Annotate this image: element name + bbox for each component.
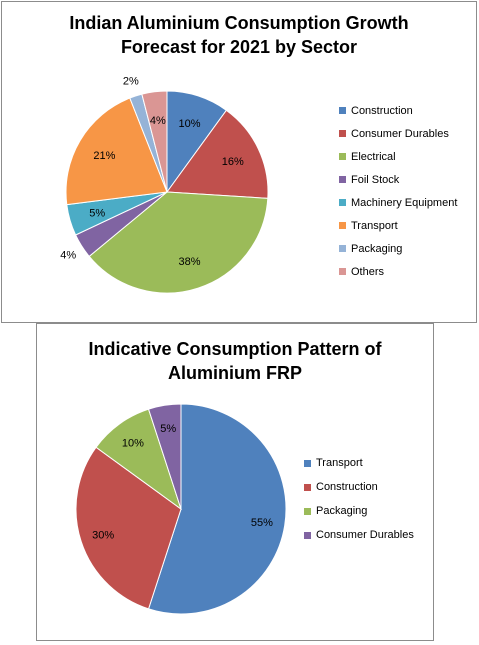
legend-swatch	[339, 176, 346, 183]
data-label-consumer-durables: 5%	[160, 423, 176, 435]
data-label-construction: 10%	[178, 118, 200, 130]
pie-slice-consumer-durables	[166, 109, 269, 199]
legend-label: Packaging	[316, 505, 368, 517]
pie-slice-transport	[65, 97, 168, 206]
legend-swatch	[304, 531, 311, 539]
pie-slice-construction	[75, 446, 182, 610]
legend-swatch	[304, 459, 311, 467]
legend-label: Others	[351, 265, 385, 278]
legend-label: Construction	[316, 481, 378, 493]
data-label-construction: 30%	[92, 529, 114, 541]
pie-slice-electrical	[88, 191, 269, 294]
legend-swatch	[339, 222, 346, 229]
legend-label: Transport	[351, 219, 398, 232]
chart-panel-sector-growth: Indian Aluminium Consumption Growth Fore…	[1, 1, 477, 323]
chart-panel-frp-pattern: Indicative Consumption Pattern of Alumin…	[36, 323, 434, 641]
legend-swatch	[339, 268, 346, 275]
pie-chart: 10% 16% 38% 4% 5% 21% 2% 4%	[60, 76, 269, 294]
chart-title-line-2: Aluminium FRP	[168, 363, 302, 383]
legend-swatch	[339, 130, 346, 137]
legend-item-transport: Transport	[339, 214, 457, 237]
legend-item-others: Others	[339, 260, 457, 283]
data-label-foil-stock: 4%	[60, 250, 76, 262]
legend-label: Packaging	[351, 242, 403, 255]
chart-title-line-1: Indicative Consumption Pattern of	[88, 339, 382, 359]
legend-item-construction: Construction	[339, 99, 457, 122]
data-label-transport: 55%	[251, 517, 273, 529]
legend-item-electrical: Electrical	[339, 145, 457, 168]
data-label-packaging: 10%	[122, 438, 144, 450]
chart-title: Indian Aluminium Consumption Growth Fore…	[2, 11, 476, 59]
pie-slice-transport	[147, 403, 287, 615]
legend-item-packaging: Packaging	[304, 499, 414, 523]
chart-legend: Transport Construction Packaging Consumer D…	[304, 451, 414, 547]
legend-label: Foil Stock	[351, 173, 400, 186]
legend-item-packaging: Packaging	[339, 237, 457, 260]
legend-swatch	[339, 245, 346, 252]
chart-legend: Construction Consumer Durables Electrical F…	[339, 99, 457, 283]
legend-label: Consumer Durables	[351, 127, 449, 140]
legend-label: Electrical	[351, 150, 396, 163]
chart-title-line-1: Indian Aluminium Consumption Growth	[69, 13, 409, 33]
data-label-packaging: 2%	[123, 76, 139, 88]
legend-swatch	[339, 107, 346, 114]
data-label-consumer-durables: 16%	[222, 156, 244, 168]
legend-item-transport: Transport	[304, 451, 414, 475]
legend-label: Consumer Durables	[316, 529, 414, 541]
legend-item-machinery-equipment: Machinery Equipment	[339, 191, 457, 214]
legend-label: Construction	[351, 104, 413, 117]
pie-slice-consumer-durables	[147, 403, 182, 510]
data-label-others: 4%	[150, 115, 166, 127]
legend-swatch	[339, 153, 346, 160]
legend-item-construction: Construction	[304, 475, 414, 499]
legend-swatch	[304, 483, 311, 491]
legend-item-foil-stock: Foil Stock	[339, 168, 457, 191]
chart-title: Indicative Consumption Pattern of Alumin…	[37, 337, 433, 385]
pie-slice-others	[141, 90, 168, 193]
data-label-electrical: 38%	[178, 256, 200, 268]
legend-label: Transport	[316, 457, 363, 469]
legend-label: Machinery Equipment	[351, 196, 458, 209]
legend-swatch	[304, 507, 311, 515]
data-label-machinery-equipment: 5%	[89, 207, 105, 219]
legend-swatch	[339, 199, 346, 206]
pie-chart: 55% 30% 10% 5%	[75, 403, 287, 615]
data-label-transport: 21%	[93, 150, 115, 162]
chart-title-line-2: Forecast for 2021 by Sector	[120, 37, 358, 57]
legend-item-consumer-durables: Consumer Durables	[339, 122, 457, 145]
legend-item-consumer-durables: Consumer Durables	[304, 523, 414, 547]
